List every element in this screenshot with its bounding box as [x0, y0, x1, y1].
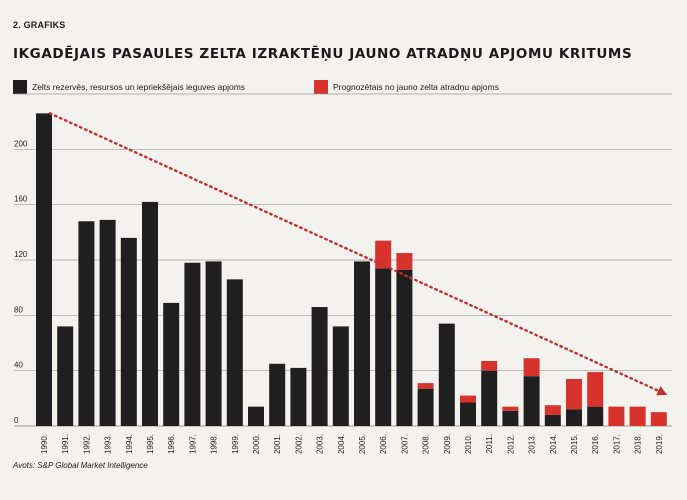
figure-label: 2. GRAFIKS: [13, 20, 66, 30]
x-tick-label: 2014.: [549, 434, 558, 454]
x-tick-label: 2002.: [294, 434, 303, 454]
x-tick-label: 2019.: [655, 434, 664, 454]
bar-forecast-2012: [502, 406, 519, 411]
x-tick-label: 2013.: [528, 434, 537, 454]
x-tick-label: 1993.: [104, 434, 113, 454]
bar-forecast-2019: [650, 412, 667, 426]
x-tick-label: 2018.: [634, 434, 643, 454]
legend-label-reserves: Zelts rezervēs, resursos un iepriekšējai…: [32, 82, 246, 92]
y-tick-label-120: 120: [14, 250, 28, 259]
bar-reserves-1998: [205, 261, 222, 426]
bar-reserves-1997: [184, 262, 201, 426]
bar-forecast-2008: [417, 383, 434, 389]
bar-reserves-1996: [163, 302, 180, 426]
x-tick-label: 2003.: [316, 434, 325, 454]
bar-reserves-2008: [417, 388, 434, 426]
x-tick-label: 2001.: [273, 434, 282, 454]
bar-forecast-2017: [608, 406, 625, 426]
bar-forecast-2007: [396, 253, 413, 270]
bar-reserves-2003: [311, 307, 328, 426]
x-tick-label: 2009.: [443, 434, 452, 454]
bar-reserves-2013: [523, 376, 540, 426]
x-tick-label: 1991.: [61, 434, 70, 454]
x-tick-label: 1995.: [146, 434, 155, 454]
x-tick-label: 2004.: [337, 434, 346, 454]
x-tick-label: 1999.: [231, 434, 240, 454]
bar-reserves-2000: [248, 406, 264, 426]
x-tick-label: 1996.: [167, 434, 176, 454]
bar-reserves-2002: [290, 367, 307, 426]
source-note: Avots: S&P Global Market Intelligence: [13, 461, 148, 470]
bar-reserves-2011: [481, 370, 498, 426]
bar-reserves-2012: [502, 410, 519, 426]
bar-reserves-1995: [142, 201, 158, 426]
bar-reserves-1992: [78, 221, 95, 426]
x-tick-label: 1990.: [40, 434, 49, 454]
x-tick-label: 2000.: [252, 434, 261, 454]
bar-reserves-1994: [120, 237, 137, 426]
x-tick-label: 1992.: [82, 434, 91, 454]
legend-item-forecast: Prognozētais no jauno zelta atradņu apjo…: [314, 80, 499, 94]
bar-forecast-2014: [544, 405, 561, 415]
y-tick-label-240: 240: [14, 84, 28, 93]
bar-reserves-1993: [99, 219, 116, 426]
x-tick-label: 1998.: [210, 434, 219, 454]
x-tick-label: 2005.: [358, 434, 367, 454]
x-tick-label: 2006.: [379, 434, 388, 454]
bar-reserves-2009: [438, 323, 455, 426]
chart-title: Ikgadējais pasaules zelta izraktēņu jaun…: [13, 46, 633, 62]
y-tick-label-200: 200: [14, 139, 28, 148]
y-tick-label-80: 80: [14, 305, 23, 314]
y-tick-label-0: 0: [14, 416, 19, 425]
x-tick-label: 2011.: [485, 434, 494, 453]
x-tick-label: 2008.: [422, 434, 431, 454]
bar-reserves-1990: [36, 113, 52, 426]
bar-forecast-2011: [481, 360, 498, 371]
x-tick-label: 2017.: [612, 434, 621, 454]
bar-reserves-2004: [332, 326, 349, 426]
bar-reserves-2005: [354, 261, 370, 426]
bar-forecast-2015: [566, 378, 582, 410]
y-tick-label-160: 160: [14, 195, 28, 204]
trend-arrow: [48, 112, 668, 396]
x-tick-label: 2010.: [464, 434, 473, 454]
bar-forecast-2013: [523, 358, 540, 377]
legend-label-forecast: Prognozētais no jauno zelta atradņu apjo…: [333, 82, 499, 92]
x-tick-label: 2016.: [591, 434, 600, 454]
bar-reserves-2006: [375, 268, 392, 426]
bar-reserves-2015: [566, 409, 582, 426]
legend-swatch-forecast: [314, 80, 328, 94]
bar-reserves-1991: [57, 326, 74, 426]
bar-forecast-2018: [629, 406, 646, 426]
x-tick-label: 1994.: [125, 434, 134, 454]
x-tick-label: 2007.: [400, 434, 409, 454]
x-tick-label: 2015.: [570, 434, 579, 454]
bar-reserves-2007: [396, 269, 413, 426]
bar-forecast-2010: [460, 395, 476, 403]
bar-reserves-2001: [269, 363, 286, 426]
bar-forecast-2006: [375, 240, 392, 269]
y-tick-label-40: 40: [14, 361, 23, 370]
bar-reserves-2014: [544, 414, 561, 426]
x-tick-label: 2012.: [506, 434, 515, 454]
bar-reserves-2010: [460, 402, 476, 426]
bar-forecast-2016: [587, 372, 604, 407]
bar-reserves-1999: [226, 279, 243, 426]
x-tick-label: 1997.: [188, 434, 197, 454]
legend-swatch-reserves: [13, 80, 27, 94]
bar-reserves-2016: [587, 406, 604, 426]
legend-item-reserves: Zelts rezervēs, resursos un iepriekšējai…: [13, 80, 245, 94]
